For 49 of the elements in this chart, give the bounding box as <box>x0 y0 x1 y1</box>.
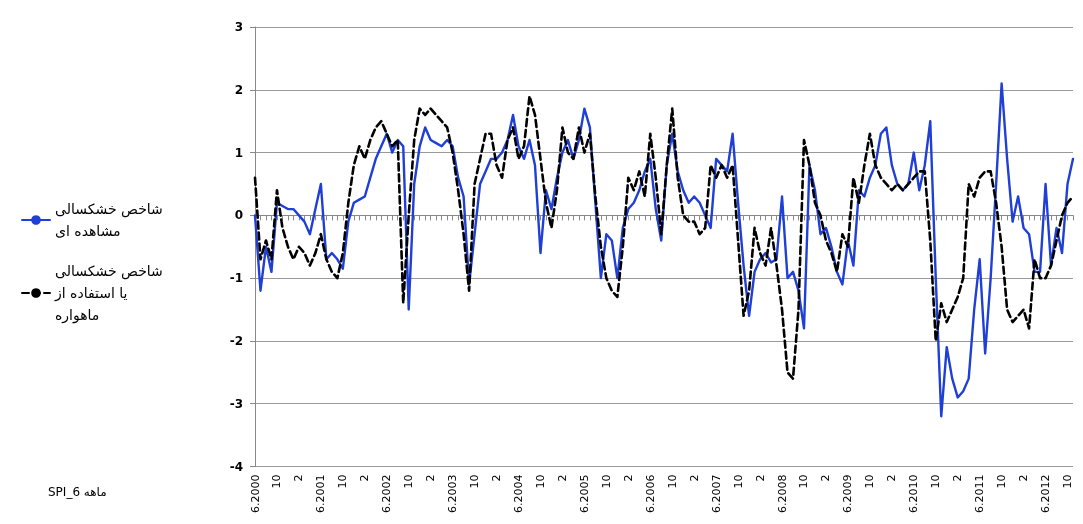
y-tick-label: -3 <box>229 396 243 411</box>
x-tick-label: 10 <box>665 474 679 489</box>
x-tick-label: 6.2002 <box>380 474 394 514</box>
x-tick-label: 6.2005 <box>577 474 591 514</box>
x-tick-label: 6.2012 <box>1039 474 1053 514</box>
x-tick-label: 10 <box>929 474 943 489</box>
x-tick-label: 10 <box>468 474 482 489</box>
x-tick-label: 10 <box>533 474 547 489</box>
x-tick-label: 10 <box>336 474 350 489</box>
y-tick-label: -1 <box>229 271 243 286</box>
x-tick-label: 6.2003 <box>446 474 460 514</box>
x-tick-label: 6.2006 <box>643 474 657 514</box>
text: SPI_6 ماهه <box>48 485 107 499</box>
x-tick-label: 10 <box>599 474 613 489</box>
x-tick-label: 10 <box>863 474 877 489</box>
y-tick-label: 0 <box>234 208 243 223</box>
x-tick-label: 6.2009 <box>841 474 855 514</box>
x-tick-label: 6.2010 <box>907 474 921 514</box>
x-tick-label: 6.2007 <box>709 474 723 514</box>
x-tick-label: 6.2001 <box>314 474 328 514</box>
x-tick-label: 6.2004 <box>512 474 526 514</box>
x-tick-label: 6.2008 <box>775 474 789 514</box>
x-tick-label: 6.2000 <box>248 474 262 514</box>
y-tick-label: 2 <box>234 82 243 97</box>
x-tick-label: 2 <box>885 474 899 482</box>
legend-label: شاخص خشکسالی یا استفاده از ماهواره <box>54 263 168 324</box>
y-tick-label: 3 <box>234 20 243 34</box>
x-tick-label: 10 <box>1061 474 1075 489</box>
x-tick-label: 10 <box>731 474 745 489</box>
y-tick-label: -2 <box>229 333 243 348</box>
x-tick-label: 10 <box>797 474 811 489</box>
y-tick-label: 1 <box>234 145 243 160</box>
x-tick-label: 10 <box>270 474 284 489</box>
x-tick-label: 2 <box>951 474 965 482</box>
x-tick-label: 2 <box>753 474 767 482</box>
x-tick-label: 2 <box>819 474 833 482</box>
x-tick-label: 2 <box>555 474 569 482</box>
x-tick-label: 2 <box>490 474 504 482</box>
x-tick-label: 2 <box>358 474 372 482</box>
legend-label: شاخص خشکسالی مشاهده ای <box>55 201 168 239</box>
x-tick-label: 2 <box>424 474 438 482</box>
x-tick-label: 6.2011 <box>973 474 987 514</box>
x-tick-label: 10 <box>995 474 1009 489</box>
x-tick-label: 10 <box>402 474 416 489</box>
x-tick-label: 2 <box>687 474 701 482</box>
x-tick-label: 2 <box>292 474 306 482</box>
x-tick-label: 2 <box>1017 474 1031 482</box>
y-tick-label: -4 <box>229 459 243 474</box>
x-tick-label: 2 <box>621 474 635 482</box>
